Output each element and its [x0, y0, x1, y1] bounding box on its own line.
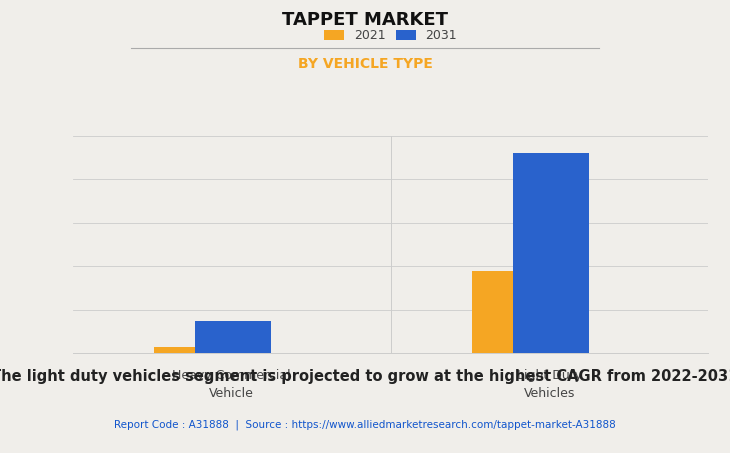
- Text: Report Code : A31888  |  Source : https://www.alliedmarketresearch.com/tappet-ma: Report Code : A31888 | Source : https://…: [114, 419, 616, 429]
- Bar: [472, 271, 548, 353]
- Text: TAPPET MARKET: TAPPET MARKET: [282, 11, 448, 29]
- Legend: 2021, 2031: 2021, 2031: [324, 29, 457, 42]
- Bar: [154, 347, 230, 353]
- Text: The light duty vehicles segment is projected to grow at the highest CAGR from 20: The light duty vehicles segment is proje…: [0, 369, 730, 384]
- Bar: [195, 321, 272, 353]
- Bar: [512, 153, 589, 353]
- Text: BY VEHICLE TYPE: BY VEHICLE TYPE: [298, 57, 432, 71]
